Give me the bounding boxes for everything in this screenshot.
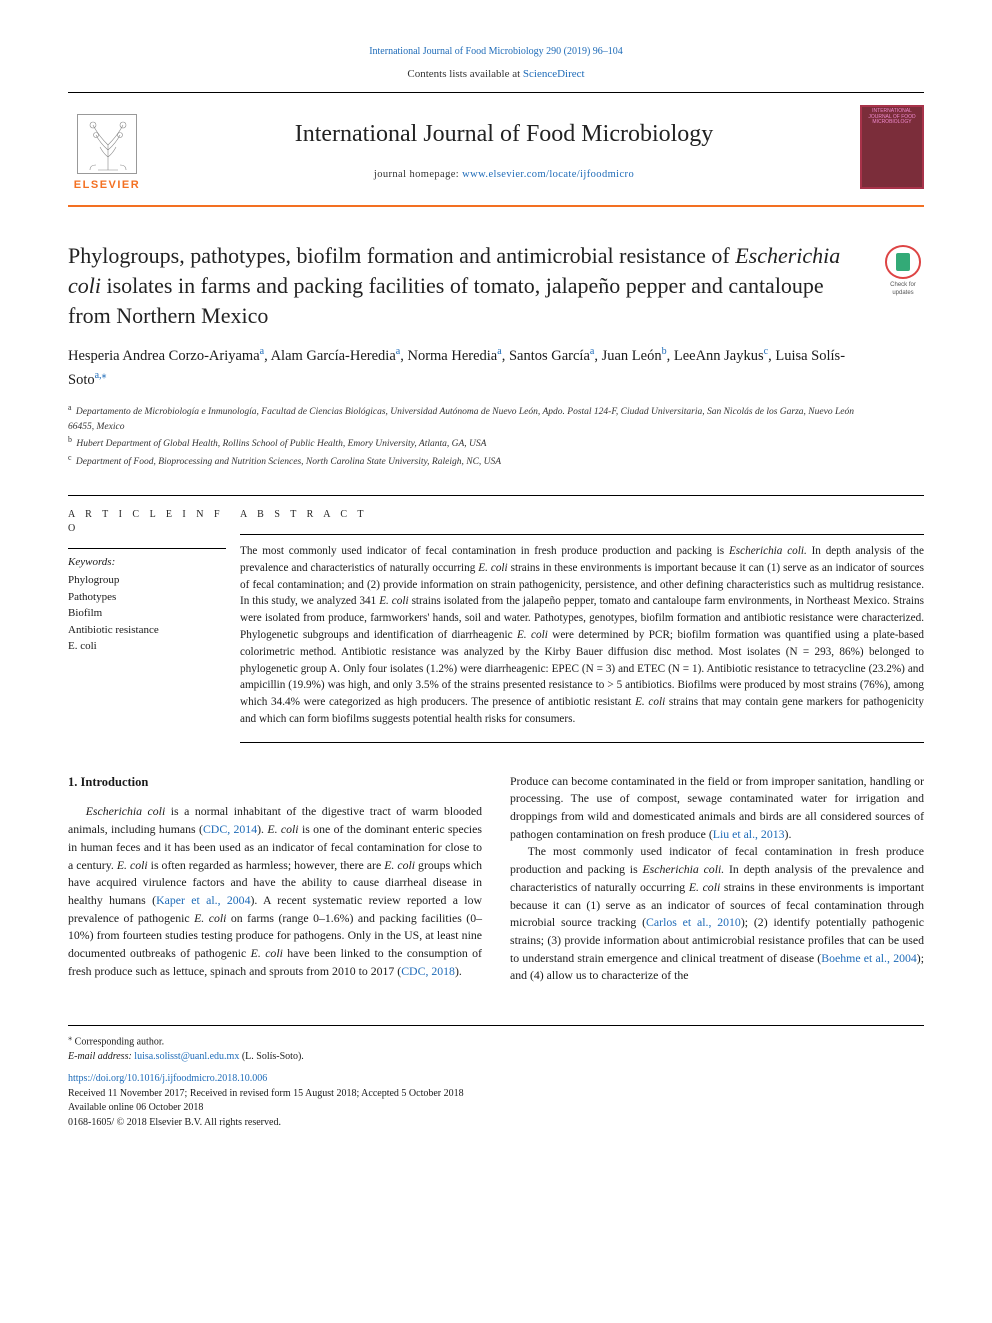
- article-info-sidebar: A R T I C L E I N F O Keywords: Phylogro…: [68, 496, 240, 743]
- author: LeeAnn Jaykusc: [674, 348, 768, 364]
- elsevier-wordmark: ELSEVIER: [74, 178, 140, 193]
- body-columns: 1. Introduction Escherichia coli is a no…: [68, 773, 924, 985]
- keyword: Phylogroup: [68, 572, 226, 589]
- cover-caption: INTERNATIONAL JOURNAL OF FOOD MICROBIOLO…: [868, 108, 915, 125]
- citation-link[interactable]: CDC, 2018: [401, 964, 455, 978]
- journal-homepage-link[interactable]: www.elsevier.com/locate/ijfoodmicro: [462, 169, 634, 180]
- citation-link[interactable]: Boehme et al., 2004: [821, 951, 917, 965]
- author-affiliation-marker[interactable]: c: [764, 346, 768, 357]
- journal-name: International Journal of Food Microbiolo…: [160, 118, 848, 152]
- affiliations: a Departamento de Microbiología e Inmuno…: [68, 402, 864, 468]
- abstract-heading: A B S T R A C T: [240, 508, 924, 522]
- journal-header-bar: Contents lists available at ScienceDirec…: [68, 67, 924, 207]
- copyright-line: 0168-1605/ © 2018 Elsevier B.V. All righ…: [68, 1116, 924, 1131]
- affiliation: b Hubert Department of Global Health, Ro…: [68, 434, 864, 451]
- keyword: Biofilm: [68, 605, 226, 622]
- elsevier-tree-icon: [77, 114, 137, 174]
- author: Juan Leónb: [602, 348, 667, 364]
- page-footer: ⁎ Corresponding author. E-mail address: …: [68, 1025, 924, 1130]
- intro-para-2: The most commonly used indicator of feca…: [510, 843, 924, 985]
- author-list: Hesperia Andrea Corzo-Ariyamaa, Alam Gar…: [68, 344, 864, 392]
- updates-caption: Check for updates: [882, 281, 924, 298]
- journal-homepage-line: journal homepage: www.elsevier.com/locat…: [160, 168, 848, 183]
- author: Hesperia Andrea Corzo-Ariyamaa: [68, 348, 264, 364]
- updates-icon: [885, 245, 921, 278]
- article-info-heading: A R T I C L E I N F O: [68, 508, 226, 536]
- citation-link[interactable]: Kaper et al., 2004: [156, 893, 250, 907]
- section-1-heading: 1. Introduction: [68, 773, 482, 792]
- intro-para-1: Escherichia coli is a normal inhabitant …: [68, 803, 482, 980]
- journal-cover-thumb[interactable]: INTERNATIONAL JOURNAL OF FOOD MICROBIOLO…: [860, 105, 924, 189]
- keywords-heading: Keywords:: [68, 555, 226, 570]
- body-col-left: 1. Introduction Escherichia coli is a no…: [68, 773, 482, 985]
- author-affiliation-marker[interactable]: a,: [95, 370, 102, 381]
- author: Alam García-Herediaa: [271, 348, 401, 364]
- citation-link[interactable]: Liu et al., 2013: [713, 827, 785, 841]
- intro-para-1-cont: Produce can become contaminated in the f…: [510, 773, 924, 844]
- citation-link[interactable]: CDC, 2014: [203, 822, 257, 836]
- issue-citation: International Journal of Food Microbiolo…: [68, 45, 924, 59]
- elsevier-logo[interactable]: ELSEVIER: [68, 101, 146, 193]
- abstract-column: A B S T R A C T The most commonly used i…: [240, 496, 924, 743]
- affiliation: c Department of Food, Bioprocessing and …: [68, 452, 864, 469]
- corresponding-email-link[interactable]: luisa.solisst@uanl.edu.mx: [134, 1051, 239, 1062]
- check-for-updates-badge[interactable]: Check for updates: [882, 245, 924, 297]
- corresponding-author-note: ⁎ Corresponding author.: [68, 1032, 924, 1050]
- author: Santos Garcíaa: [509, 348, 594, 364]
- paper-title: Phylogroups, pathotypes, biofilm formati…: [68, 241, 864, 330]
- keywords-list: PhylogroupPathotypesBiofilmAntibiotic re…: [68, 572, 226, 655]
- author-affiliation-marker[interactable]: b: [662, 346, 667, 357]
- body-col-right: Produce can become contaminated in the f…: [510, 773, 924, 985]
- citation-link[interactable]: Carlos et al., 2010: [646, 915, 741, 929]
- doi-link[interactable]: https://doi.org/10.1016/j.ijfoodmicro.20…: [68, 1073, 267, 1084]
- article-history: Received 11 November 2017; Received in r…: [68, 1087, 924, 1102]
- keyword: E. coli: [68, 638, 226, 655]
- author-affiliation-marker[interactable]: a: [260, 346, 264, 357]
- keyword: Pathotypes: [68, 589, 226, 606]
- sciencedirect-link[interactable]: ScienceDirect: [523, 68, 585, 80]
- contents-line: Contents lists available at ScienceDirec…: [68, 67, 924, 82]
- author-affiliation-marker[interactable]: a: [590, 346, 594, 357]
- journal-home-prefix: journal homepage:: [374, 169, 462, 180]
- affiliation: a Departamento de Microbiología e Inmuno…: [68, 402, 864, 434]
- abstract-text: The most commonly used indicator of feca…: [240, 543, 924, 728]
- available-online: Available online 06 October 2018: [68, 1101, 924, 1116]
- author: Norma Herediaa: [407, 348, 501, 364]
- contents-prefix: Contents lists available at: [407, 68, 522, 80]
- issue-citation-link[interactable]: International Journal of Food Microbiolo…: [369, 46, 623, 57]
- author-affiliation-marker[interactable]: a: [497, 346, 501, 357]
- corresponding-marker[interactable]: ⁎: [102, 370, 107, 381]
- corresponding-email-line: E-mail address: luisa.solisst@uanl.edu.m…: [68, 1050, 924, 1065]
- author-affiliation-marker[interactable]: a: [396, 346, 400, 357]
- keyword: Antibiotic resistance: [68, 622, 226, 639]
